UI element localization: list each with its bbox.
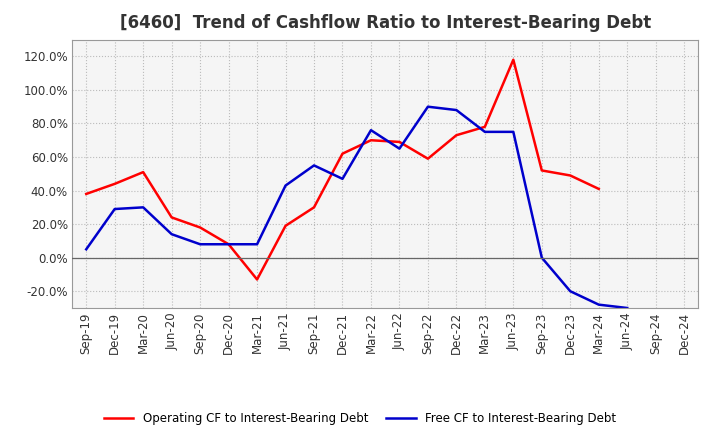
Operating CF to Interest-Bearing Debt [310, 205, 318, 210]
Free CF to Interest-Bearing Debt [423, 104, 432, 109]
Operating CF to Interest-Bearing Debt [225, 242, 233, 247]
Operating CF to Interest-Bearing Debt [395, 139, 404, 145]
Free CF to Interest-Bearing Debt [82, 247, 91, 252]
Operating CF to Interest-Bearing Debt [366, 138, 375, 143]
Operating CF to Interest-Bearing Debt [253, 277, 261, 282]
Operating CF to Interest-Bearing Debt [509, 57, 518, 62]
Line: Operating CF to Interest-Bearing Debt: Operating CF to Interest-Bearing Debt [86, 60, 599, 279]
Operating CF to Interest-Bearing Debt [537, 168, 546, 173]
Free CF to Interest-Bearing Debt [110, 206, 119, 212]
Free CF to Interest-Bearing Debt [537, 255, 546, 260]
Operating CF to Interest-Bearing Debt [196, 225, 204, 230]
Free CF to Interest-Bearing Debt [509, 129, 518, 135]
Operating CF to Interest-Bearing Debt [338, 151, 347, 156]
Free CF to Interest-Bearing Debt [310, 163, 318, 168]
Free CF to Interest-Bearing Debt [366, 128, 375, 133]
Operating CF to Interest-Bearing Debt [595, 186, 603, 191]
Operating CF to Interest-Bearing Debt [423, 156, 432, 161]
Operating CF to Interest-Bearing Debt [452, 132, 461, 138]
Operating CF to Interest-Bearing Debt [282, 223, 290, 228]
Free CF to Interest-Bearing Debt [566, 289, 575, 294]
Operating CF to Interest-Bearing Debt [82, 191, 91, 197]
Operating CF to Interest-Bearing Debt [139, 169, 148, 175]
Free CF to Interest-Bearing Debt [395, 146, 404, 151]
Free CF to Interest-Bearing Debt [595, 302, 603, 307]
Free CF to Interest-Bearing Debt [452, 107, 461, 113]
Free CF to Interest-Bearing Debt [480, 129, 489, 135]
Legend: Operating CF to Interest-Bearing Debt, Free CF to Interest-Bearing Debt: Operating CF to Interest-Bearing Debt, F… [99, 407, 621, 430]
Operating CF to Interest-Bearing Debt [566, 173, 575, 178]
Free CF to Interest-Bearing Debt [623, 305, 631, 311]
Free CF to Interest-Bearing Debt [196, 242, 204, 247]
Free CF to Interest-Bearing Debt [338, 176, 347, 181]
Line: Free CF to Interest-Bearing Debt: Free CF to Interest-Bearing Debt [86, 106, 627, 308]
Operating CF to Interest-Bearing Debt [167, 215, 176, 220]
Free CF to Interest-Bearing Debt [167, 231, 176, 237]
Free CF to Interest-Bearing Debt [139, 205, 148, 210]
Operating CF to Interest-Bearing Debt [110, 181, 119, 187]
Operating CF to Interest-Bearing Debt [480, 124, 489, 129]
Free CF to Interest-Bearing Debt [253, 242, 261, 247]
Free CF to Interest-Bearing Debt [225, 242, 233, 247]
Title: [6460]  Trend of Cashflow Ratio to Interest-Bearing Debt: [6460] Trend of Cashflow Ratio to Intere… [120, 15, 651, 33]
Free CF to Interest-Bearing Debt [282, 183, 290, 188]
